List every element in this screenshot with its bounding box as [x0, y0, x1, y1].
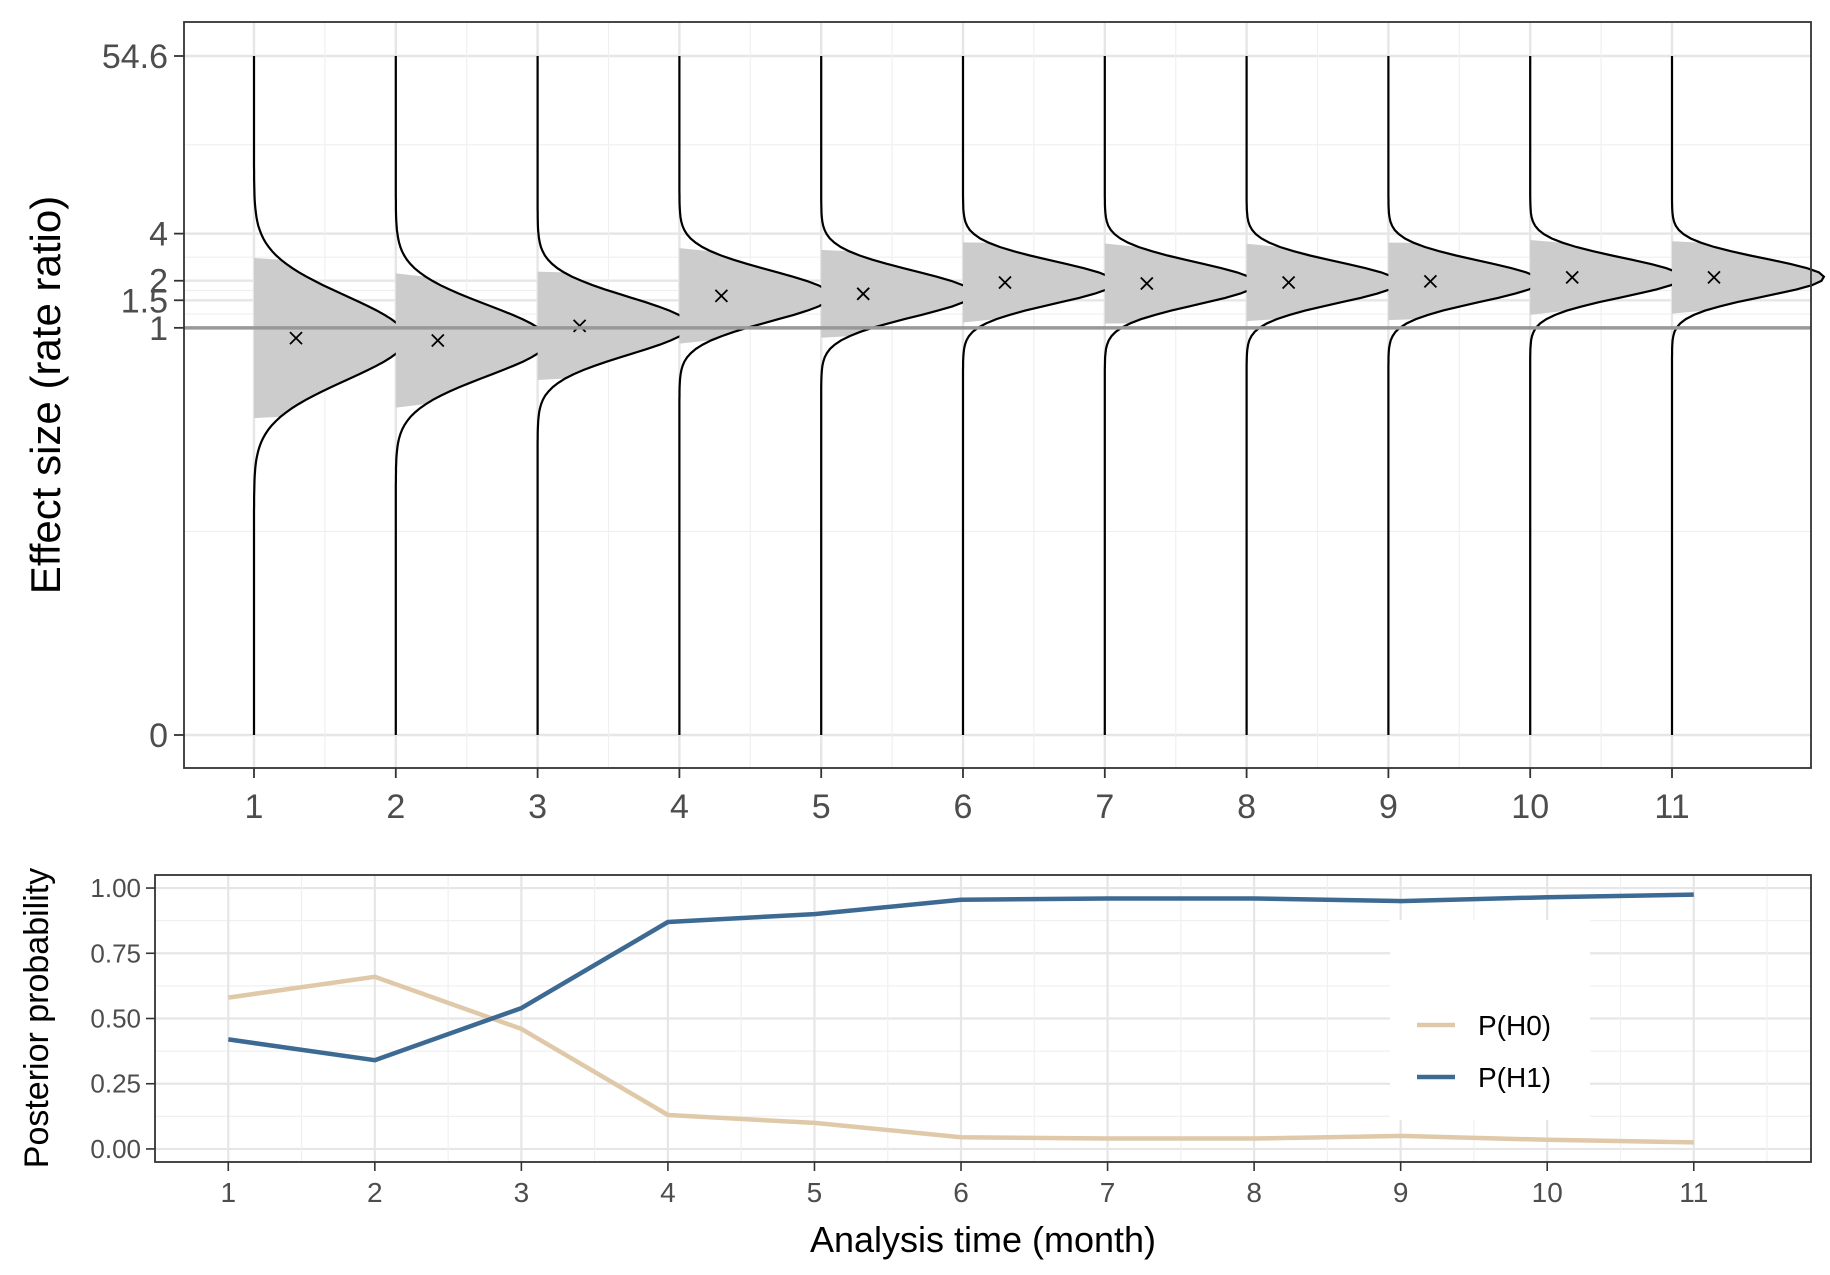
y-tick-label: 0.50: [90, 1004, 141, 1034]
legend: P(H0) P(H1): [1390, 920, 1590, 1120]
x-tick-label: 10: [1511, 788, 1549, 826]
x-axis-title: Analysis time (month): [810, 1219, 1156, 1260]
x-tick-label: 4: [670, 788, 689, 826]
x-tick-label: 2: [386, 788, 405, 826]
x-tick-label: 6: [953, 1177, 969, 1208]
violin-fill: [1104, 243, 1257, 324]
violin-panel-border: [183, 21, 1812, 769]
median-marker: [572, 319, 587, 333]
x-tick-label: 3: [528, 788, 547, 826]
median-marker: [431, 333, 445, 348]
violin-outline: [1670, 56, 1826, 735]
median-marker: [714, 289, 729, 303]
x-tick-label: 9: [1393, 1177, 1409, 1208]
x-tick-label: 8: [1246, 1177, 1262, 1208]
y-tick-label: 0.00: [90, 1134, 141, 1164]
x-tick-label: 3: [514, 1177, 530, 1208]
marker-stroke: [998, 275, 1012, 290]
violin-outline: [1245, 56, 1400, 735]
legend-label: P(H1): [1478, 1062, 1551, 1093]
marker-stroke: [1140, 276, 1154, 291]
violin-fill: [821, 249, 974, 338]
y-tick-label: 4: [149, 216, 168, 254]
y-tick-label: 1.00: [90, 873, 141, 903]
median-marker: [1423, 274, 1438, 289]
x-tick-label: 7: [1100, 1177, 1116, 1208]
x-tick-label: 9: [1379, 788, 1398, 826]
line-series: [227, 892, 1694, 1145]
y-tick-label: 0: [149, 717, 168, 755]
median-marker: [1707, 270, 1721, 285]
median-marker: [856, 287, 870, 301]
violin-fill: [1530, 239, 1683, 315]
x-tick-label: 4: [660, 1177, 676, 1208]
violin-outline: [536, 56, 691, 735]
x-tick-label: 1: [245, 788, 264, 826]
x-tick-label: 7: [1095, 788, 1114, 826]
violin-fill: [537, 271, 690, 381]
median-marker: [1281, 275, 1296, 290]
y-tick-label: 0.25: [90, 1069, 141, 1099]
violin-outline: [678, 56, 833, 735]
y-tick-label: 1: [149, 310, 168, 348]
marker-stroke: [1707, 270, 1721, 285]
violin-fill: [395, 273, 548, 408]
line-y-axis-title: Posterior probability: [18, 868, 56, 1168]
violin-fill: [1246, 243, 1399, 322]
line-chart: P(H0) P(H1) 0.00 0.25 0.50 0.75 1.00 1 2 3 4 5 6 7 8 9…: [18, 868, 1812, 1260]
marker-stroke: [1423, 274, 1438, 289]
x-tick-label: 5: [812, 788, 831, 826]
x-tick-label: 11: [1679, 1177, 1708, 1208]
median-marker: [1140, 276, 1154, 291]
violin-outline: [1387, 56, 1542, 735]
marker-stroke: [1281, 275, 1296, 290]
violin-outline: [252, 56, 407, 735]
legend-label: P(H0): [1478, 1010, 1551, 1041]
x-tick-label: 6: [954, 788, 973, 826]
marker-stroke: [289, 331, 303, 345]
violin-fill: [963, 242, 1115, 323]
x-tick-label: 5: [807, 1177, 823, 1208]
violin-y-axis-title: Effect size (rate ratio): [22, 196, 69, 594]
series-line: [227, 892, 1694, 1063]
line-axes: 0.00 0.25 0.50 0.75 1.00 1 2 3 4 5 6 7 8 9 10 11: [90, 873, 1708, 1208]
violin-fill: [679, 248, 831, 344]
x-tick-label: 2: [367, 1177, 383, 1208]
marker-stroke: [1565, 270, 1579, 285]
violin-outline: [820, 56, 975, 735]
y-tick-label: 54.6: [102, 38, 168, 76]
marker-stroke: [431, 333, 445, 348]
violin-fill: [1388, 242, 1541, 321]
series-line: [227, 974, 1694, 1145]
violin-fill: [254, 258, 406, 419]
violin-outline: [961, 56, 1116, 735]
violin-fill: [1672, 241, 1824, 314]
x-tick-label: 8: [1237, 788, 1256, 826]
violin-outline: [394, 56, 549, 735]
median-marker: [998, 275, 1012, 290]
y-tick-label: 1.5: [121, 282, 168, 320]
x-tick-label: 11: [1654, 788, 1689, 826]
y-tick-label: 0.75: [90, 938, 141, 968]
marker-stroke: [714, 289, 729, 303]
violins: [252, 56, 1826, 735]
violin-outline: [1529, 56, 1684, 735]
x-tick-label: 10: [1532, 1177, 1563, 1208]
y-tick-label: 2: [149, 263, 168, 301]
marker-stroke: [572, 319, 587, 333]
violin-outline: [1103, 56, 1258, 735]
x-tick-label: 1: [220, 1177, 236, 1208]
marker-stroke: [856, 287, 870, 301]
median-marker: [289, 331, 303, 345]
median-marker: [1565, 270, 1579, 285]
